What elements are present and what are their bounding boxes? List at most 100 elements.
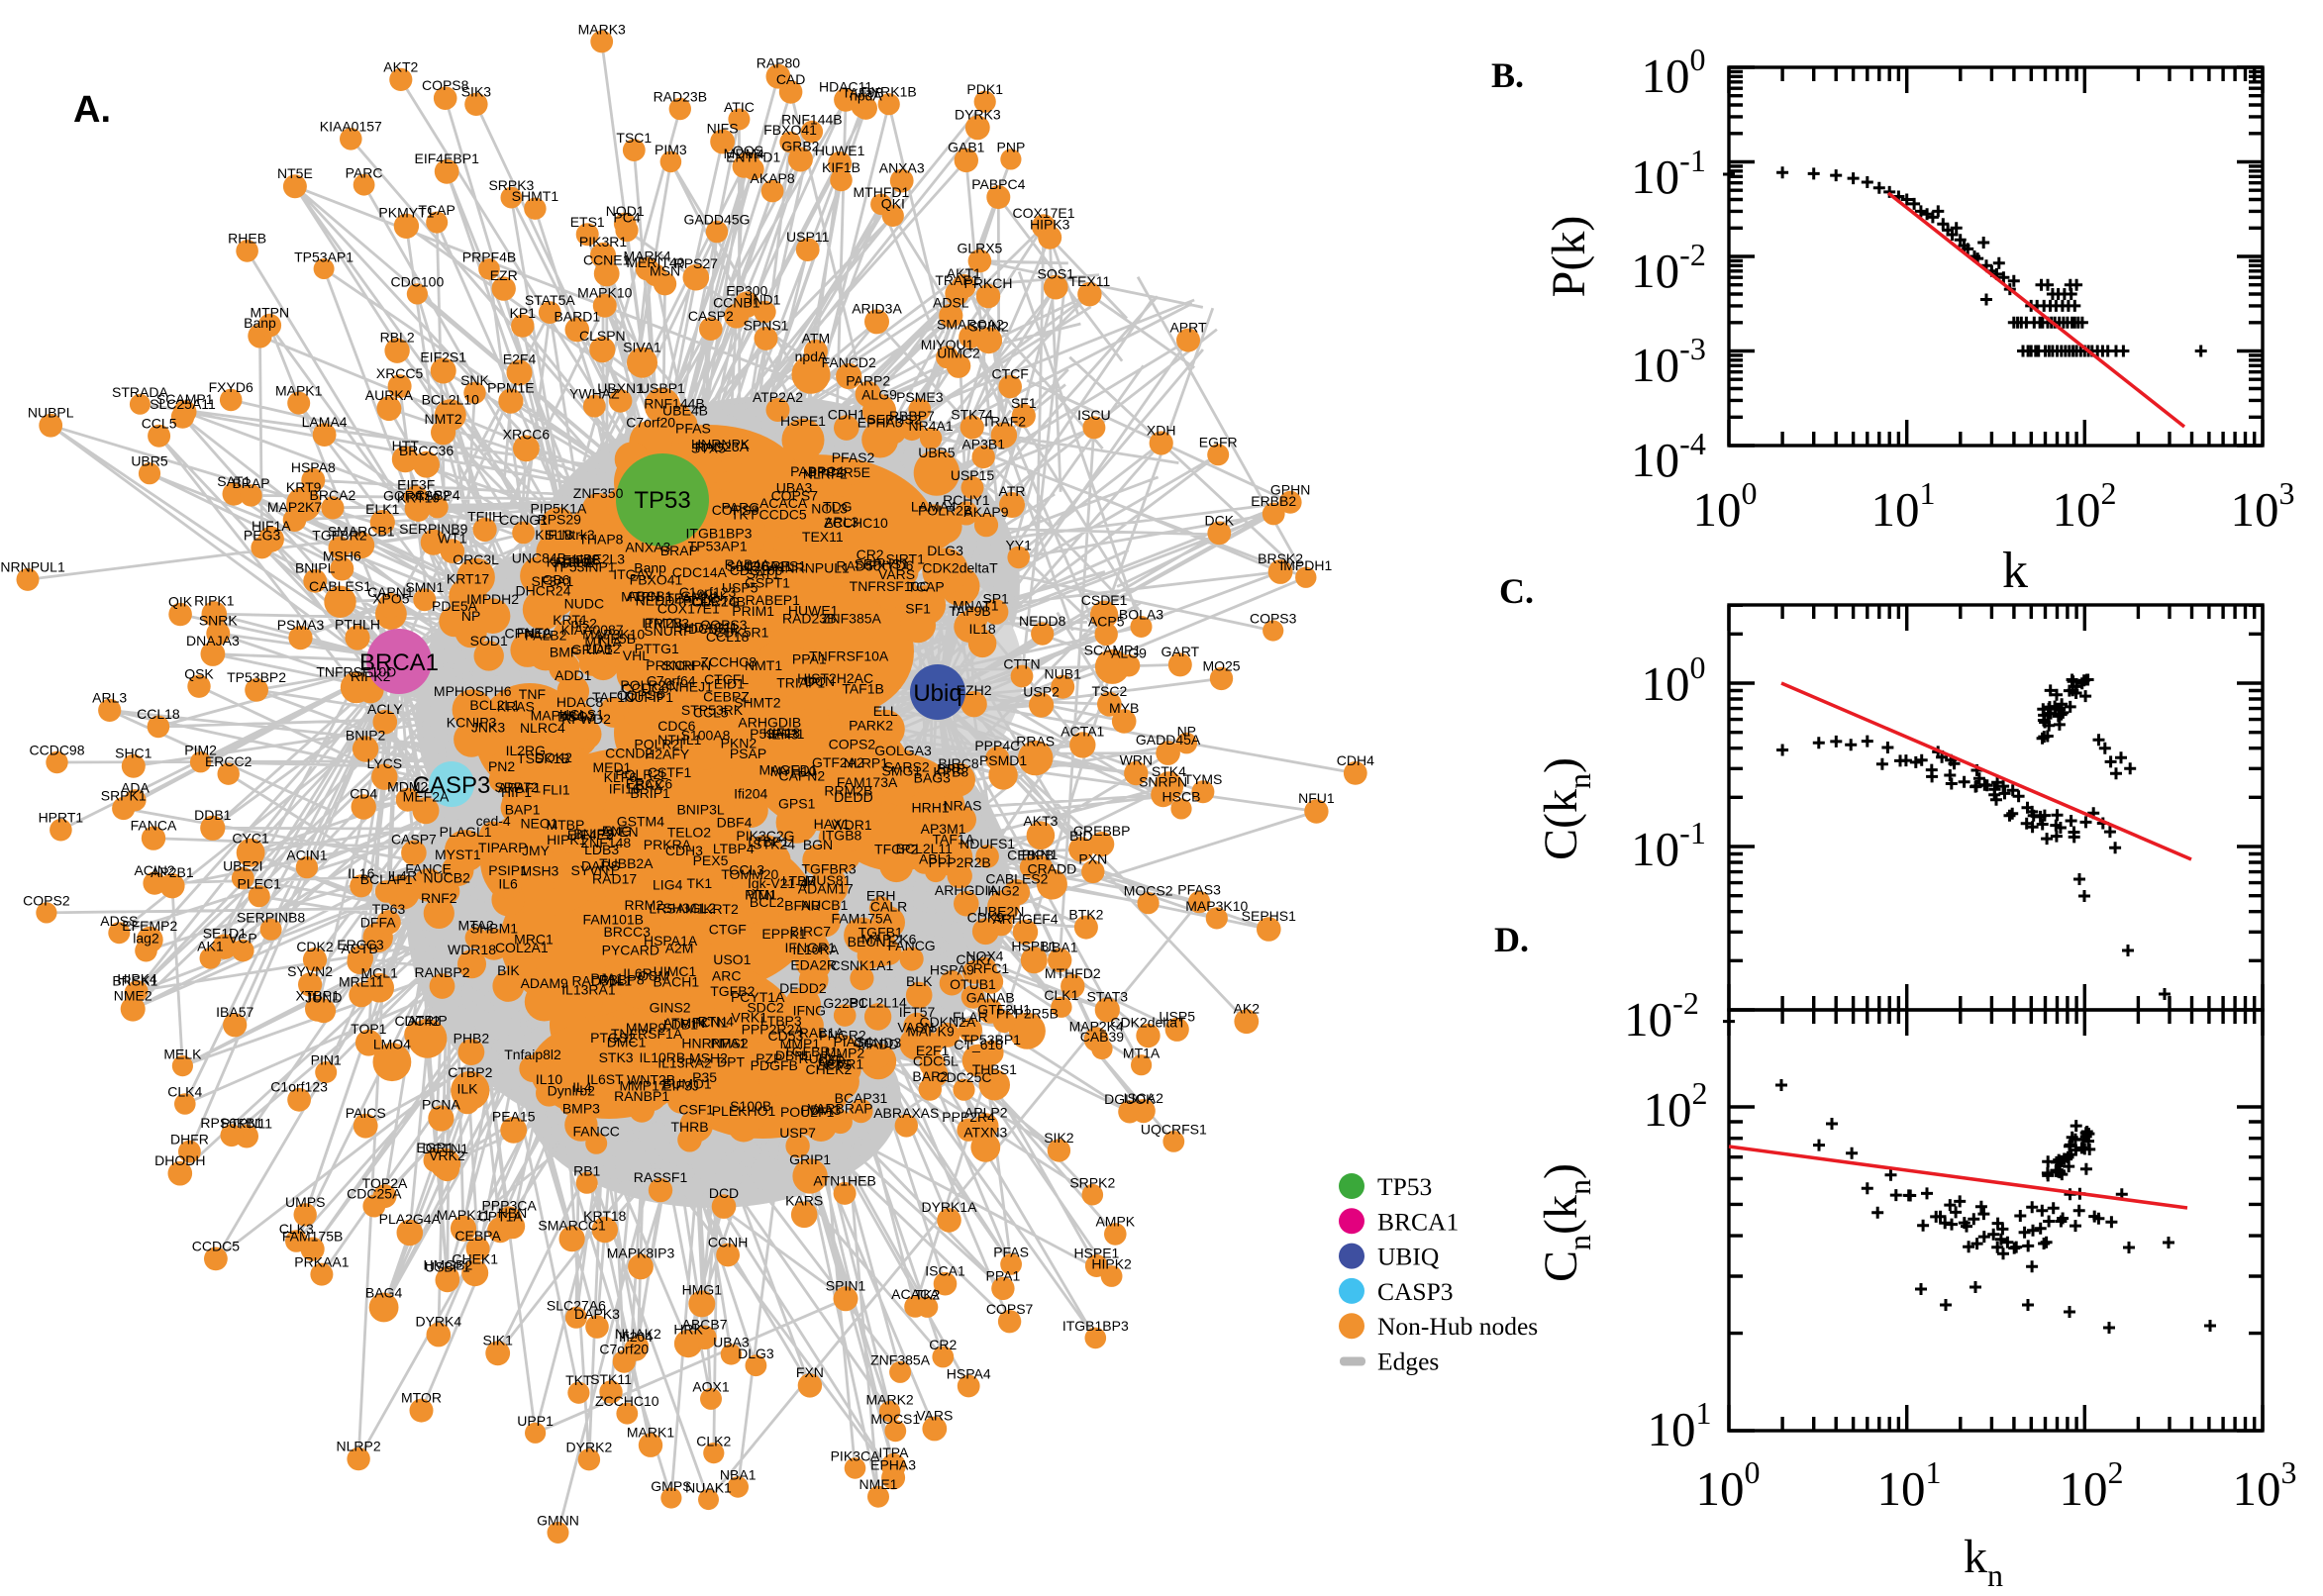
svg-text:CLK3: CLK3 bbox=[279, 1221, 314, 1237]
svg-text:KPB8: KPB8 bbox=[933, 764, 968, 780]
svg-text:CDH4: CDH4 bbox=[1337, 752, 1374, 768]
svg-text:SUMO1: SUMO1 bbox=[662, 1075, 712, 1091]
svg-text:CSF1: CSF1 bbox=[678, 1101, 714, 1117]
svg-text:P(k): P(k) bbox=[1543, 216, 1595, 298]
svg-text:FANCE: FANCE bbox=[405, 861, 452, 877]
svg-text:TAF9B: TAF9B bbox=[949, 603, 991, 619]
svg-text:ISCA1: ISCA1 bbox=[925, 1263, 965, 1279]
svg-text:JNK3: JNK3 bbox=[471, 719, 505, 735]
svg-text:Non-Hub nodes: Non-Hub nodes bbox=[1377, 1312, 1538, 1341]
svg-text:GB6: GB6 bbox=[543, 572, 570, 588]
svg-text:SOD1: SOD1 bbox=[470, 633, 508, 648]
svg-text:LRSAM1: LRSAM1 bbox=[649, 901, 704, 917]
svg-text:MIYOU1: MIYOU1 bbox=[921, 337, 974, 352]
svg-text:FXYD6: FXYD6 bbox=[209, 379, 253, 395]
svg-text:SIK3: SIK3 bbox=[461, 83, 492, 99]
svg-text:MTHFD1: MTHFD1 bbox=[854, 184, 910, 200]
svg-text:POLR2C: POLR2C bbox=[620, 677, 675, 693]
svg-text:CREBBP: CREBBP bbox=[1073, 823, 1131, 839]
svg-text:GPS1: GPS1 bbox=[778, 795, 816, 811]
svg-text:MNAT1: MNAT1 bbox=[953, 598, 999, 614]
svg-text:HSPA8: HSPA8 bbox=[291, 459, 336, 475]
svg-text:FXN: FXN bbox=[796, 1364, 824, 1380]
svg-text:TRAF2: TRAF2 bbox=[982, 414, 1027, 430]
svg-text:D.: D. bbox=[1494, 920, 1529, 959]
svg-text:OSM: OSM bbox=[638, 968, 669, 984]
svg-text:KRT18: KRT18 bbox=[583, 1208, 627, 1224]
svg-text:STK3: STK3 bbox=[599, 1049, 634, 1065]
svg-text:ABCB1: ABCB1 bbox=[628, 588, 673, 604]
svg-text:H2AFY: H2AFY bbox=[645, 747, 690, 762]
svg-text:PPP3CA: PPP3CA bbox=[481, 1198, 537, 1214]
svg-text:BNIPL: BNIPL bbox=[295, 560, 336, 576]
svg-text:CRADD: CRADD bbox=[1028, 861, 1077, 877]
svg-text:BCL2L14: BCL2L14 bbox=[849, 995, 907, 1011]
svg-text:COPS6: COPS6 bbox=[617, 687, 664, 703]
svg-text:UNC84B: UNC84B bbox=[512, 549, 566, 565]
svg-text:G22P1: G22P1 bbox=[823, 995, 866, 1011]
svg-text:DHFR: DHFR bbox=[170, 1131, 209, 1147]
svg-text:COPS7: COPS7 bbox=[986, 1301, 1034, 1317]
svg-text:IL6R: IL6R bbox=[623, 965, 653, 981]
svg-text:GRIP1: GRIP1 bbox=[789, 1151, 831, 1167]
svg-text:RAB4A: RAB4A bbox=[725, 556, 771, 572]
svg-text:TK1: TK1 bbox=[687, 875, 713, 891]
svg-text:BAG3: BAG3 bbox=[914, 769, 952, 785]
svg-text:MTHFD2: MTHFD2 bbox=[1045, 965, 1101, 981]
svg-text:SMARCC1: SMARCC1 bbox=[538, 1217, 606, 1233]
svg-text:KIF1B: KIF1B bbox=[535, 527, 573, 543]
svg-text:CDC100: CDC100 bbox=[391, 274, 445, 290]
svg-text:PRKRA: PRKRA bbox=[644, 837, 692, 852]
svg-text:MTPN: MTPN bbox=[621, 589, 660, 605]
svg-text:CCL5: CCL5 bbox=[142, 415, 177, 431]
svg-text:HIF1A: HIF1A bbox=[252, 518, 291, 534]
svg-text:CHEK2: CHEK2 bbox=[806, 1061, 853, 1077]
svg-text:SNURF: SNURF bbox=[644, 623, 691, 639]
svg-text:CHEK1: CHEK1 bbox=[452, 1251, 498, 1267]
svg-text:BCL2L1: BCL2L1 bbox=[469, 697, 520, 713]
svg-text:ARHGEF4: ARHGEF4 bbox=[992, 911, 1058, 927]
svg-text:CAD: CAD bbox=[776, 71, 806, 87]
svg-text:PRKAA1: PRKAA1 bbox=[294, 1253, 349, 1269]
svg-text:MMP1: MMP1 bbox=[780, 1036, 821, 1051]
svg-text:SEPHS1: SEPHS1 bbox=[1242, 908, 1296, 924]
svg-text:NLRP1: NLRP1 bbox=[844, 755, 888, 771]
svg-text:SNK: SNK bbox=[460, 372, 489, 388]
svg-text:C7orf20: C7orf20 bbox=[599, 1341, 649, 1356]
svg-text:POLR2G: POLR2G bbox=[683, 594, 740, 610]
svg-text:CCL3: CCL3 bbox=[729, 862, 764, 878]
svg-text:EZH2: EZH2 bbox=[957, 682, 992, 698]
svg-text:CSTF1: CSTF1 bbox=[648, 764, 692, 780]
svg-text:SYVN2: SYVN2 bbox=[287, 963, 333, 979]
svg-text:RUBL1: RUBL1 bbox=[799, 1050, 844, 1066]
svg-text:ISCA2: ISCA2 bbox=[1123, 1090, 1163, 1106]
svg-text:EDA2R: EDA2R bbox=[790, 957, 837, 973]
svg-text:SF3A1: SF3A1 bbox=[531, 573, 573, 589]
svg-text:AKT3: AKT3 bbox=[1023, 813, 1058, 829]
svg-text:SMN1: SMN1 bbox=[405, 579, 444, 595]
svg-text:ERCC2: ERCC2 bbox=[205, 753, 252, 769]
svg-text:SAT1: SAT1 bbox=[747, 566, 780, 582]
svg-text:MSH2: MSH2 bbox=[689, 1050, 728, 1066]
svg-text:IBA57: IBA57 bbox=[216, 1004, 253, 1020]
svg-text:ANXA3: ANXA3 bbox=[879, 160, 925, 176]
svg-text:CD53: CD53 bbox=[768, 1028, 804, 1044]
svg-text:RRM2B: RRM2B bbox=[824, 783, 872, 799]
svg-text:MPHOSPH6: MPHOSPH6 bbox=[434, 683, 512, 699]
svg-text:SCAMP1: SCAMP1 bbox=[156, 391, 214, 407]
svg-text:IL4R: IL4R bbox=[388, 867, 418, 883]
svg-text:PNP: PNP bbox=[997, 140, 1026, 155]
svg-text:ACIN2: ACIN2 bbox=[134, 862, 174, 878]
svg-text:MRE11: MRE11 bbox=[339, 973, 384, 989]
svg-text:KARS: KARS bbox=[785, 1193, 823, 1209]
svg-text:TGFBR3: TGFBR3 bbox=[801, 860, 856, 876]
svg-text:pfs2: pfs2 bbox=[570, 616, 597, 632]
svg-text:PFAS: PFAS bbox=[993, 1245, 1029, 1260]
svg-text:RASSF1: RASSF1 bbox=[634, 1169, 688, 1185]
svg-text:SLC25A11: SLC25A11 bbox=[150, 396, 216, 412]
svg-text:ACACA: ACACA bbox=[759, 495, 808, 511]
svg-text:CLK4: CLK4 bbox=[167, 1084, 202, 1100]
svg-text:GADD45G: GADD45G bbox=[684, 212, 751, 228]
svg-text:IL4: IL4 bbox=[572, 1079, 592, 1095]
svg-text:SERPINB9: SERPINB9 bbox=[399, 521, 467, 537]
